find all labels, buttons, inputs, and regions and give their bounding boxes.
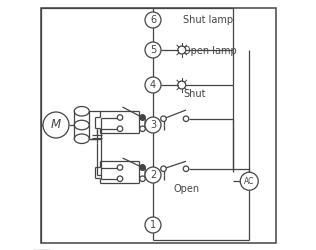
Text: 1: 1 xyxy=(150,220,156,230)
Text: 4: 4 xyxy=(150,80,156,90)
Text: Open lamp: Open lamp xyxy=(183,46,237,56)
Text: 3: 3 xyxy=(150,120,156,130)
Circle shape xyxy=(240,172,258,190)
Circle shape xyxy=(145,12,161,28)
Circle shape xyxy=(161,166,166,172)
Circle shape xyxy=(117,165,123,170)
Text: Shut: Shut xyxy=(183,89,205,99)
Circle shape xyxy=(117,126,123,132)
Circle shape xyxy=(145,117,161,133)
Circle shape xyxy=(117,115,123,120)
Circle shape xyxy=(140,165,145,170)
Circle shape xyxy=(178,81,186,89)
Text: M: M xyxy=(51,118,61,132)
Text: 2: 2 xyxy=(150,170,156,180)
Circle shape xyxy=(145,77,161,93)
Text: 5: 5 xyxy=(150,45,156,55)
Circle shape xyxy=(140,176,145,182)
Circle shape xyxy=(145,217,161,233)
Circle shape xyxy=(140,126,145,132)
Circle shape xyxy=(145,167,161,183)
Circle shape xyxy=(145,42,161,58)
Circle shape xyxy=(140,115,145,120)
Text: 6: 6 xyxy=(150,15,156,25)
Circle shape xyxy=(140,115,145,120)
Circle shape xyxy=(183,116,189,121)
Circle shape xyxy=(161,116,166,121)
Text: AC: AC xyxy=(244,177,254,186)
Circle shape xyxy=(140,165,145,170)
Text: Shut lamp: Shut lamp xyxy=(183,15,233,25)
Text: Open: Open xyxy=(173,184,199,194)
Circle shape xyxy=(43,112,69,138)
Circle shape xyxy=(117,176,123,182)
Circle shape xyxy=(178,46,186,54)
Circle shape xyxy=(183,166,189,172)
